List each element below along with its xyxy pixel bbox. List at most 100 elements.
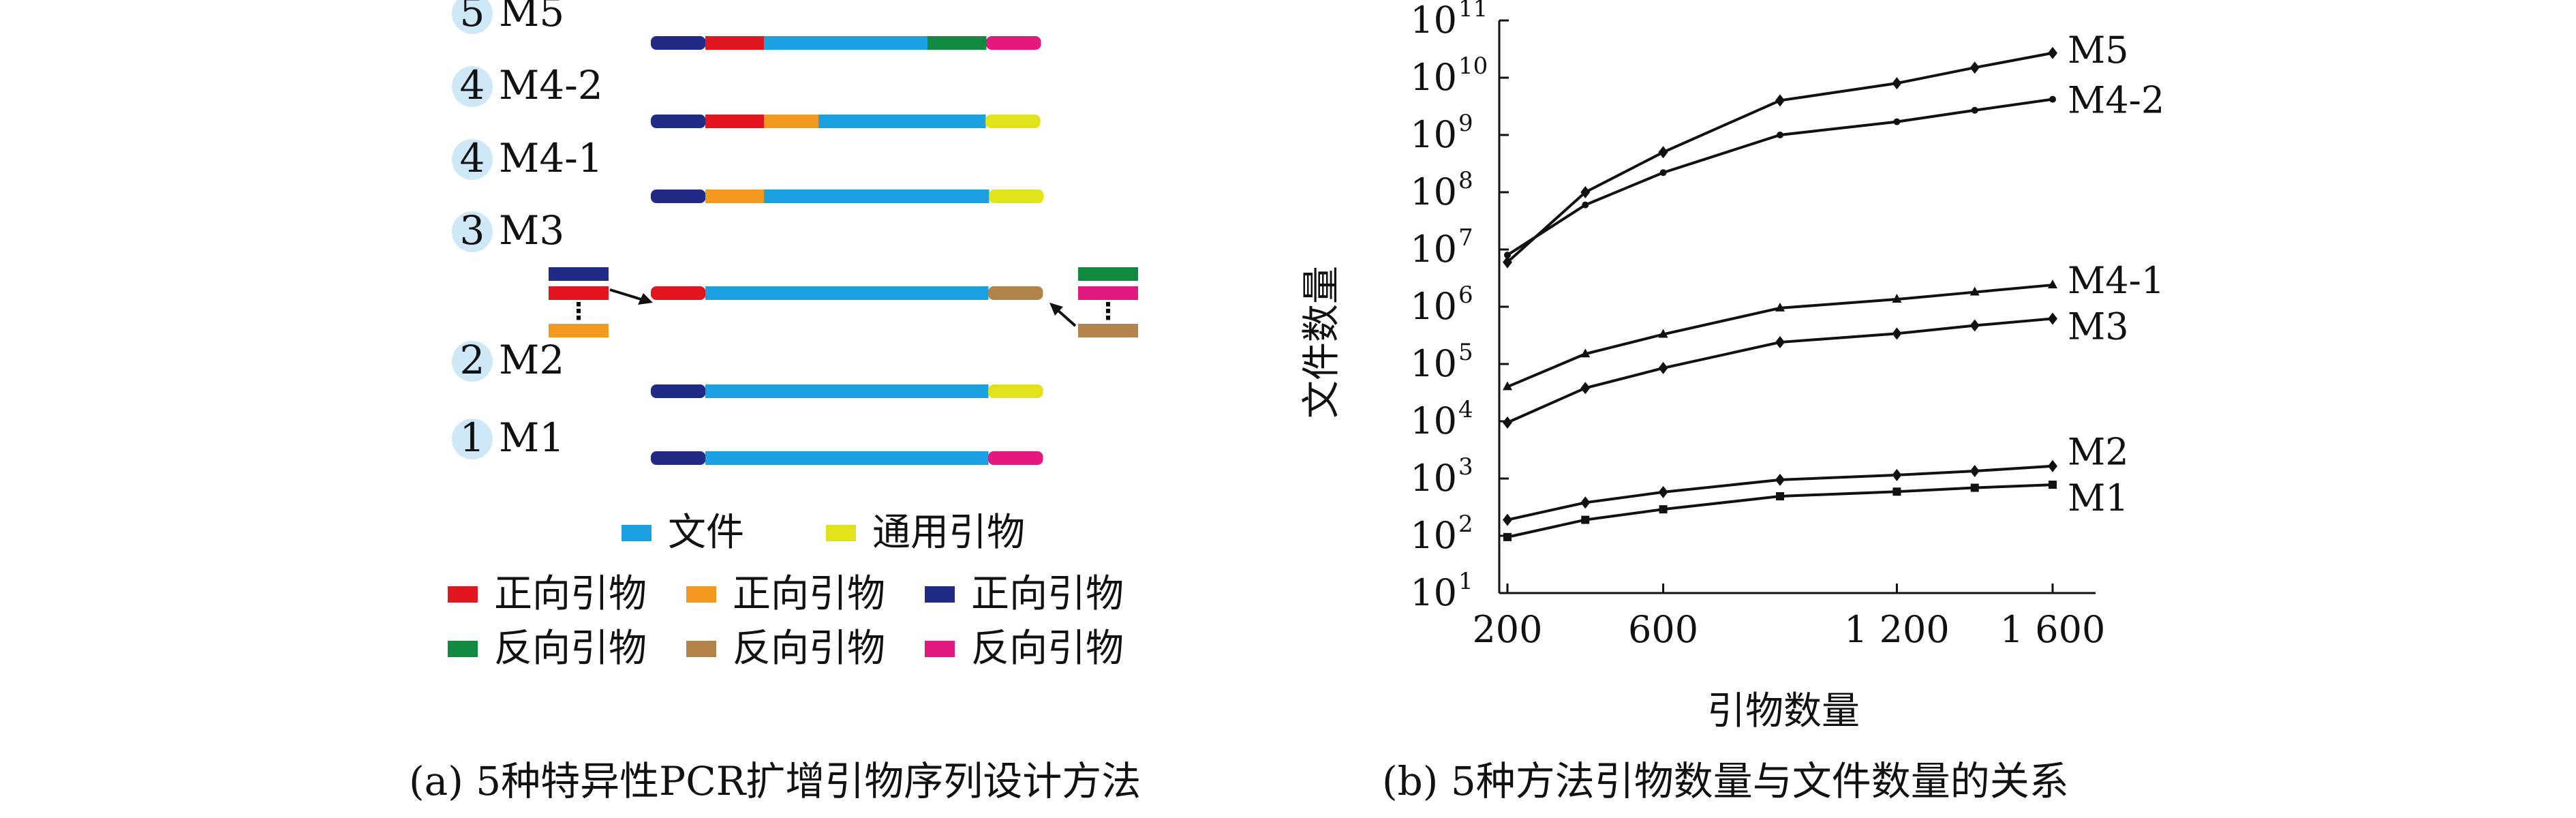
series-label: M3 xyxy=(2068,305,2129,348)
stack-right-brown xyxy=(1078,324,1138,337)
legend-label: 正向引物 xyxy=(494,572,647,616)
data-point xyxy=(1504,252,1511,259)
legend-item: 通用引物 xyxy=(826,511,1025,555)
legend-swatch xyxy=(448,641,478,657)
data-point xyxy=(1582,201,1589,209)
segment-forward-navy xyxy=(651,190,706,203)
data-point xyxy=(1776,492,1784,501)
series-label: M5 xyxy=(2068,29,2129,72)
series-m1: M1 xyxy=(1503,476,2129,541)
legend-label: 反向引物 xyxy=(494,626,647,671)
stack-left-navy xyxy=(549,267,609,281)
y-tick-label: 10 3 xyxy=(1410,453,1473,500)
method-number: 3 xyxy=(460,207,485,254)
y-tick-exponent: 6 xyxy=(1458,282,1473,309)
data-point xyxy=(1659,505,1668,514)
segment-forward-orange xyxy=(705,190,765,203)
y-tick-base: 10 xyxy=(1410,285,1457,328)
data-point xyxy=(1892,327,1902,340)
legend-label: 反向引物 xyxy=(733,626,885,671)
method-number: 2 xyxy=(460,337,485,383)
arrow-left-head xyxy=(638,293,653,305)
data-point xyxy=(2048,459,2057,472)
legend-swatch xyxy=(925,586,955,603)
y-tick-label: 10 1 xyxy=(1410,568,1473,614)
y-tick-label: 10 4 xyxy=(1410,396,1473,442)
series-label: M1 xyxy=(2068,476,2129,519)
y-tick-label: 10 8 xyxy=(1410,167,1473,213)
y-tick-base: 10 xyxy=(1410,0,1457,42)
arrow-left-line xyxy=(609,288,644,301)
segment-reverse-pink xyxy=(986,36,1041,50)
stack-left-ellipsis: ⋮ xyxy=(567,298,590,325)
method-name: M3 xyxy=(499,207,564,254)
segment-file xyxy=(818,115,986,128)
segment-forward-navy xyxy=(651,36,706,50)
data-point xyxy=(1658,361,1668,374)
method-name: M1 xyxy=(499,414,564,461)
legend-swatch xyxy=(622,525,651,541)
segment-file xyxy=(705,384,989,398)
series-line xyxy=(1507,284,2053,389)
method-number: 4 xyxy=(460,135,485,181)
segment-file xyxy=(705,451,989,465)
series-m4-1: M4-1 xyxy=(1503,259,2164,391)
y-tick-exponent: 10 xyxy=(1458,52,1488,80)
data-point xyxy=(1969,465,1980,478)
series-m4-2: M4-2 xyxy=(1504,79,2164,259)
series-label: M2 xyxy=(2068,431,2129,474)
y-tick-exponent: 3 xyxy=(1458,453,1473,481)
x-axis-title: 引物数量 xyxy=(1707,689,1860,733)
data-point xyxy=(1892,487,1901,496)
legend-item: 反向引物 xyxy=(925,626,1124,671)
legend-swatch xyxy=(686,641,716,657)
segment-forward-red xyxy=(705,115,765,128)
series-line xyxy=(1506,97,2053,256)
arrow-right-line xyxy=(1056,309,1077,327)
series-m3: M3 xyxy=(1503,305,2129,429)
method-number: 4 xyxy=(460,62,485,108)
legend-item: 正向引物 xyxy=(448,572,647,616)
segment-reverse-green xyxy=(927,36,987,50)
method-number: 5 xyxy=(460,0,485,35)
x-tick-label: 600 xyxy=(1628,608,1698,651)
data-point xyxy=(1503,416,1512,429)
legend-label: 正向引物 xyxy=(733,572,885,616)
series-m5: M5 xyxy=(1503,29,2129,269)
stack-left-red xyxy=(549,286,609,300)
data-point xyxy=(1969,61,1980,74)
segment-forward-red xyxy=(651,286,706,300)
stack-right-pink xyxy=(1078,286,1138,300)
data-point xyxy=(1581,515,1590,524)
data-point xyxy=(1892,294,1902,303)
method-name: M4-1 xyxy=(499,135,603,181)
legend-item: 正向引物 xyxy=(925,572,1124,616)
y-tick-exponent: 7 xyxy=(1458,224,1473,252)
data-point xyxy=(2048,279,2057,289)
y-tick-exponent: 2 xyxy=(1458,511,1473,538)
y-tick-base: 10 xyxy=(1410,457,1457,500)
method-number-badge xyxy=(452,341,493,382)
y-tick-base: 10 xyxy=(1410,514,1457,557)
segment-forward-navy xyxy=(651,115,706,128)
legend-item: 反向引物 xyxy=(448,626,647,671)
data-point xyxy=(1892,77,1902,90)
segment-forward-navy xyxy=(651,384,706,398)
y-tick-base: 10 xyxy=(1410,113,1457,156)
y-tick-base: 10 xyxy=(1410,228,1457,271)
method-number-badge xyxy=(452,211,493,252)
series-m2: M2 xyxy=(1503,431,2129,526)
legend-swatch xyxy=(925,641,955,657)
method-row-m1: 1 M1 xyxy=(452,414,1043,465)
y-tick-base: 10 xyxy=(1410,170,1457,213)
y-tick-label: 10 7 xyxy=(1410,224,1473,271)
segment-universal xyxy=(989,190,1044,203)
m3-primer-stacks: ⋮ ⋮ xyxy=(549,267,1138,337)
segment-reverse-brown xyxy=(988,286,1043,300)
data-point xyxy=(1658,146,1668,159)
legend-label: 反向引物 xyxy=(971,626,1124,671)
method-row-m5: 5 M5 xyxy=(452,0,1041,50)
